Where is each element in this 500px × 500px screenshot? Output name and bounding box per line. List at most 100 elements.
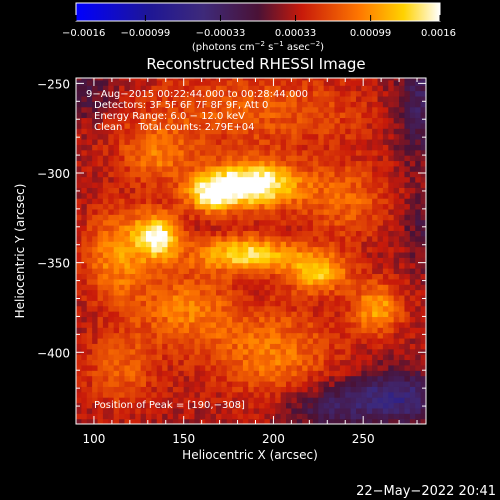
heatmap-cell bbox=[156, 181, 163, 188]
heatmap-cell bbox=[312, 300, 319, 307]
heatmap-cell bbox=[302, 251, 309, 258]
heatmap-cell bbox=[312, 316, 319, 323]
heatmap-cell bbox=[312, 160, 319, 167]
heatmap-cell bbox=[205, 354, 212, 361]
heatmap-cell bbox=[102, 235, 109, 242]
heatmap-cell bbox=[108, 402, 115, 409]
heatmap-cell bbox=[242, 359, 249, 366]
heatmap-cell bbox=[399, 214, 406, 221]
heatmap-cell bbox=[172, 171, 179, 178]
heatmap-cell bbox=[108, 359, 115, 366]
heatmap-cell bbox=[291, 402, 298, 409]
heatmap-cell bbox=[183, 219, 190, 226]
heatmap-cell bbox=[92, 165, 99, 172]
heatmap-cell bbox=[135, 418, 142, 424]
heatmap-cell bbox=[129, 407, 136, 414]
heatmap-cell bbox=[210, 181, 217, 188]
heatmap-cell bbox=[366, 294, 373, 301]
heatmap-cell bbox=[205, 343, 212, 350]
heatmap-cell bbox=[162, 155, 169, 162]
heatmap-cell bbox=[286, 128, 292, 135]
heatmap-cell bbox=[216, 251, 222, 258]
heatmap-cell bbox=[372, 133, 379, 140]
heatmap-cell bbox=[339, 106, 346, 113]
heatmap-cell bbox=[210, 235, 217, 242]
heatmap-cell bbox=[382, 311, 389, 318]
heatmap-cell bbox=[199, 402, 206, 409]
heatmap-cell bbox=[296, 171, 303, 178]
heatmap-cell bbox=[350, 79, 357, 86]
heatmap-cell bbox=[183, 78, 190, 81]
heatmap-cell bbox=[296, 348, 303, 355]
heatmap-cell bbox=[210, 370, 217, 377]
heatmap-cell bbox=[226, 354, 233, 361]
heatmap-cell bbox=[102, 321, 109, 328]
heatmap-cell bbox=[296, 230, 303, 237]
heatmap-cell bbox=[361, 273, 368, 280]
heatmap-cell bbox=[366, 176, 373, 183]
heatmap-cell bbox=[232, 144, 239, 151]
heatmap-cell bbox=[323, 117, 330, 124]
heatmap-cell bbox=[232, 257, 239, 264]
heatmap-cell bbox=[361, 284, 368, 291]
heatmap-cell bbox=[162, 311, 169, 318]
heatmap-cell bbox=[253, 95, 260, 102]
heatmap-cell bbox=[404, 78, 411, 81]
heatmap-cell bbox=[189, 133, 196, 140]
heatmap-cell bbox=[275, 230, 282, 237]
heatmap-cell bbox=[81, 160, 88, 167]
heatmap-cell bbox=[129, 251, 136, 258]
heatmap-cell bbox=[76, 138, 82, 145]
heatmap-cell bbox=[102, 165, 109, 172]
heatmap-cell bbox=[377, 128, 384, 135]
heatmap-cell bbox=[81, 284, 88, 291]
heatmap-cell bbox=[307, 332, 314, 339]
heatmap-cell bbox=[97, 397, 104, 404]
heatmap-cell bbox=[345, 337, 352, 344]
heatmap-cell bbox=[248, 230, 255, 237]
heatmap-cell bbox=[76, 225, 82, 231]
heatmap-cell bbox=[146, 225, 152, 231]
heatmap-cell bbox=[151, 106, 158, 113]
heatmap-cell bbox=[135, 246, 142, 253]
heatmap-cell bbox=[151, 397, 158, 404]
heatmap-cell bbox=[296, 257, 303, 264]
heatmap-cell bbox=[302, 375, 309, 382]
heatmap-cell bbox=[248, 85, 255, 92]
heatmap-cell bbox=[420, 117, 426, 124]
heatmap-cell bbox=[323, 90, 330, 97]
heatmap-cell bbox=[264, 171, 271, 178]
heatmap-cell bbox=[167, 117, 174, 124]
heatmap-cell bbox=[345, 117, 352, 124]
heatmap-cell bbox=[135, 181, 142, 188]
heatmap-cell bbox=[275, 273, 282, 280]
heatmap-cell bbox=[76, 155, 82, 162]
heatmap-cell bbox=[232, 407, 239, 414]
heatmap-cell bbox=[339, 391, 346, 398]
heatmap-cell bbox=[307, 375, 314, 382]
heatmap-cell bbox=[210, 402, 217, 409]
heatmap-cell bbox=[189, 311, 196, 318]
heatmap-cell bbox=[199, 305, 206, 312]
heatmap-cell bbox=[102, 230, 109, 237]
heatmap-cell bbox=[226, 305, 233, 312]
heatmap-cell bbox=[76, 375, 82, 382]
heatmap-cell bbox=[409, 413, 416, 420]
heatmap-cell bbox=[339, 192, 346, 199]
heatmap-cell bbox=[194, 85, 201, 92]
heatmap-cell bbox=[302, 133, 309, 140]
heatmap-cell bbox=[415, 332, 422, 339]
heatmap-cell bbox=[264, 128, 271, 135]
x-tick-label: 100 bbox=[82, 432, 105, 446]
heatmap-cell bbox=[221, 311, 228, 318]
heatmap-cell bbox=[393, 332, 400, 339]
heatmap-cell bbox=[178, 413, 185, 420]
heatmap-cell bbox=[242, 278, 249, 285]
heatmap-cell bbox=[366, 235, 373, 242]
heatmap-cell bbox=[275, 354, 282, 361]
heatmap-cell bbox=[135, 214, 142, 221]
heatmap-cell bbox=[199, 300, 206, 307]
heatmap-cell bbox=[129, 165, 136, 172]
heatmap-cell bbox=[323, 95, 330, 102]
heatmap-cell bbox=[302, 112, 309, 119]
